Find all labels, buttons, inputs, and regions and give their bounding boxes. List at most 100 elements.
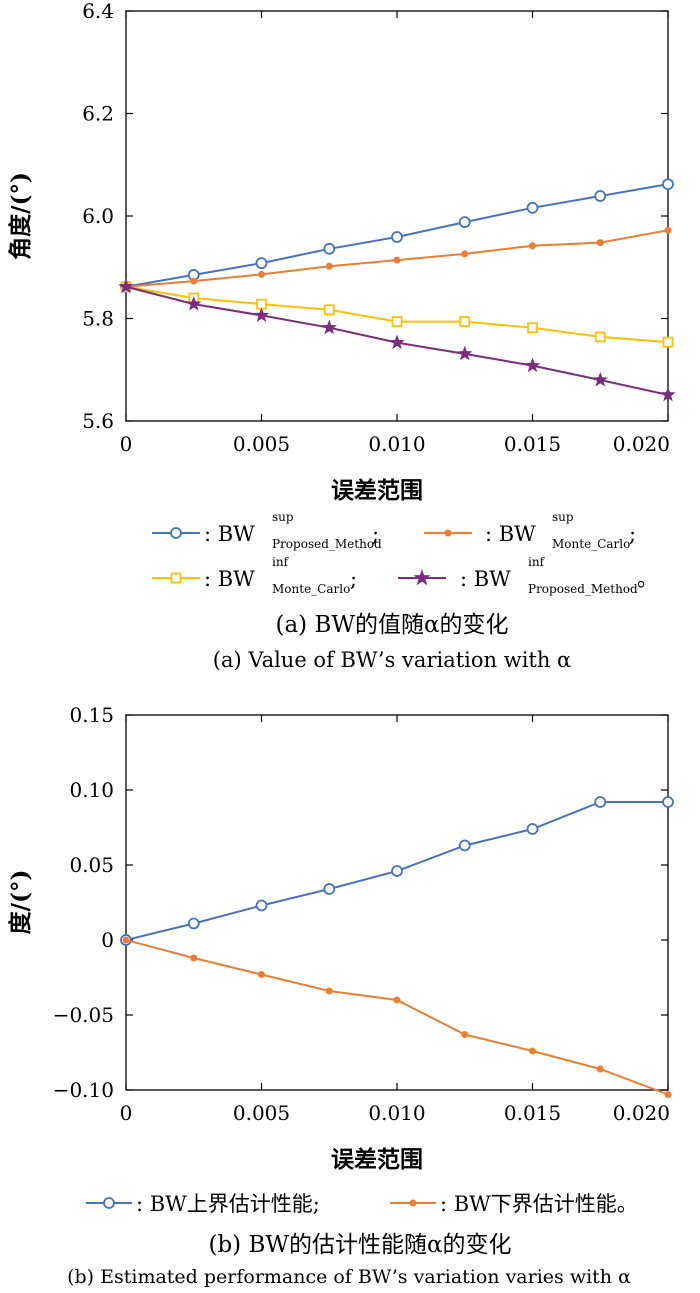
data-point [258,270,265,278]
data-point [526,823,539,835]
data-point [258,971,265,978]
legend-b: : BW上界估计性能; : BW下界估计性能。 [86,1192,638,1216]
data-point [594,796,607,808]
legend-b-label-1: : BW上界估计性能; [136,1192,320,1216]
data-point [325,987,333,995]
x-axis-label: 误差范围 [331,477,423,504]
x-tick-label: 0.015 [504,1101,561,1125]
data-point [391,865,403,877]
data-point [391,231,403,243]
y-tick-label: 0.10 [69,778,114,802]
y-tick-label: 6.2 [82,102,114,126]
legend-a-sup-3: inf [272,555,290,569]
data-point [529,242,536,250]
square-marker-icon [170,572,182,584]
legend-a-item-1: : BW sup Proposed_Method ; [152,510,382,551]
data-point [325,262,333,270]
legend-a: : BW sup Proposed_Method ; : BW sup Mont… [152,510,658,596]
chart-b: 0 0.005 0.010 0.015 0.020 −0.10 −0.05 0 0.05 0.10… [7,703,674,1173]
data-point [664,1091,672,1098]
data-point [596,1065,604,1073]
data-point [660,386,676,402]
data-point [526,201,539,214]
legend-b-item-1: : BW上界估计性能; [86,1192,320,1216]
chart-a: 0 0.005 0.010 0.015 0.020 5.6 5.8 6.0 6.2 6.4 误差范围… [7,0,676,504]
series-line-2 [125,939,669,1096]
data-point [524,357,541,373]
legend-a-item-3: : BW inf Monte_Carlo ; [152,555,357,596]
data-point [256,298,267,310]
legend-b-item-2: : BW下界估计性能。 [390,1192,638,1216]
legend-a-main-1: : BW [204,522,255,546]
data-point [594,331,606,343]
caption-b-cn: (b) BW的估计性能随α的变化 [208,1232,511,1258]
caption-b-en: (b) Estimated performance of BW’s variat… [67,1266,631,1288]
data-point [253,307,270,322]
legend-a-sub-4: Proposed_Method [528,582,638,596]
plot-frame [125,10,669,422]
data-point [323,242,336,255]
data-point [662,336,674,348]
y-tick-label: 0.15 [69,703,114,727]
legend-a-sub-2: Monte_Carlo [552,537,630,551]
x-axis-label: 误差范围 [331,1146,423,1173]
legend-a-item-2: : BW sup Monte_Carlo ; [424,510,636,551]
data-point [186,296,202,311]
data-point [594,190,607,202]
y-tick-label: 0.05 [69,853,114,877]
legend-a-main-4: : BW [460,567,511,591]
y-tick-label: 0 [101,928,114,952]
legend-a-sub-1: Proposed_Method [272,537,382,551]
y-tick-label: 6.4 [82,0,114,23]
legend-a-main-3: : BW [204,567,255,591]
circle-marker-icon [103,1197,115,1209]
legend-a-tail-2: ; [629,522,636,546]
data-point [592,372,608,387]
legend-a-tail-4: 。 [637,567,658,591]
y-axis-label: 角度/(°) [7,172,34,260]
data-point [190,277,198,285]
dot-marker-icon [409,1199,417,1207]
x-tick-label: 0.005 [233,1101,290,1125]
data-point [321,319,337,335]
x-tick-label: 0.010 [368,1101,425,1125]
data-point [458,216,471,229]
data-point [190,954,198,962]
y-tick-label: −0.05 [53,1003,114,1027]
star-marker-icon [413,569,431,586]
x-tick-label: 0 [120,1101,133,1125]
y-axis-label: 度/(°) [7,870,34,935]
data-point [255,257,268,270]
data-point [323,883,336,895]
data-point [596,239,604,247]
circle-marker-icon [170,527,182,539]
data-point [391,316,403,327]
data-point [393,256,401,264]
data-point [662,178,674,191]
legend-b-label-2: : BW下界估计性能。 [440,1192,638,1216]
x-tick-label: 0.010 [368,432,425,456]
x-tick-label: 0.020 [613,1101,670,1125]
legend-a-sup-4: inf [528,555,546,569]
legend-a-main-2: : BW [485,522,536,546]
x-tick-label: 0.020 [613,432,670,456]
y-tick-label: 5.8 [82,307,114,331]
data-point [187,917,200,930]
legend-a-item-4: : BW inf Proposed_Method 。 [398,555,658,596]
data-point [662,796,674,808]
dot-marker-icon [444,529,452,537]
x-tick-label: 0 [120,432,133,456]
plot-frame [125,714,669,1091]
y-tick-label: −0.10 [53,1078,114,1102]
y-tick-label: 5.6 [82,409,114,433]
data-point [458,839,471,852]
legend-a-tail-1: ; [372,522,379,546]
caption-a-en: (a) Value of BW’s variation with α [213,648,571,672]
data-point [664,226,672,234]
data-point [118,278,134,294]
data-point [323,304,335,316]
x-tick-label: 0.015 [504,432,561,456]
caption-a-cn: (a) BW的值随α的变化 [275,612,508,638]
data-point [529,1047,536,1055]
